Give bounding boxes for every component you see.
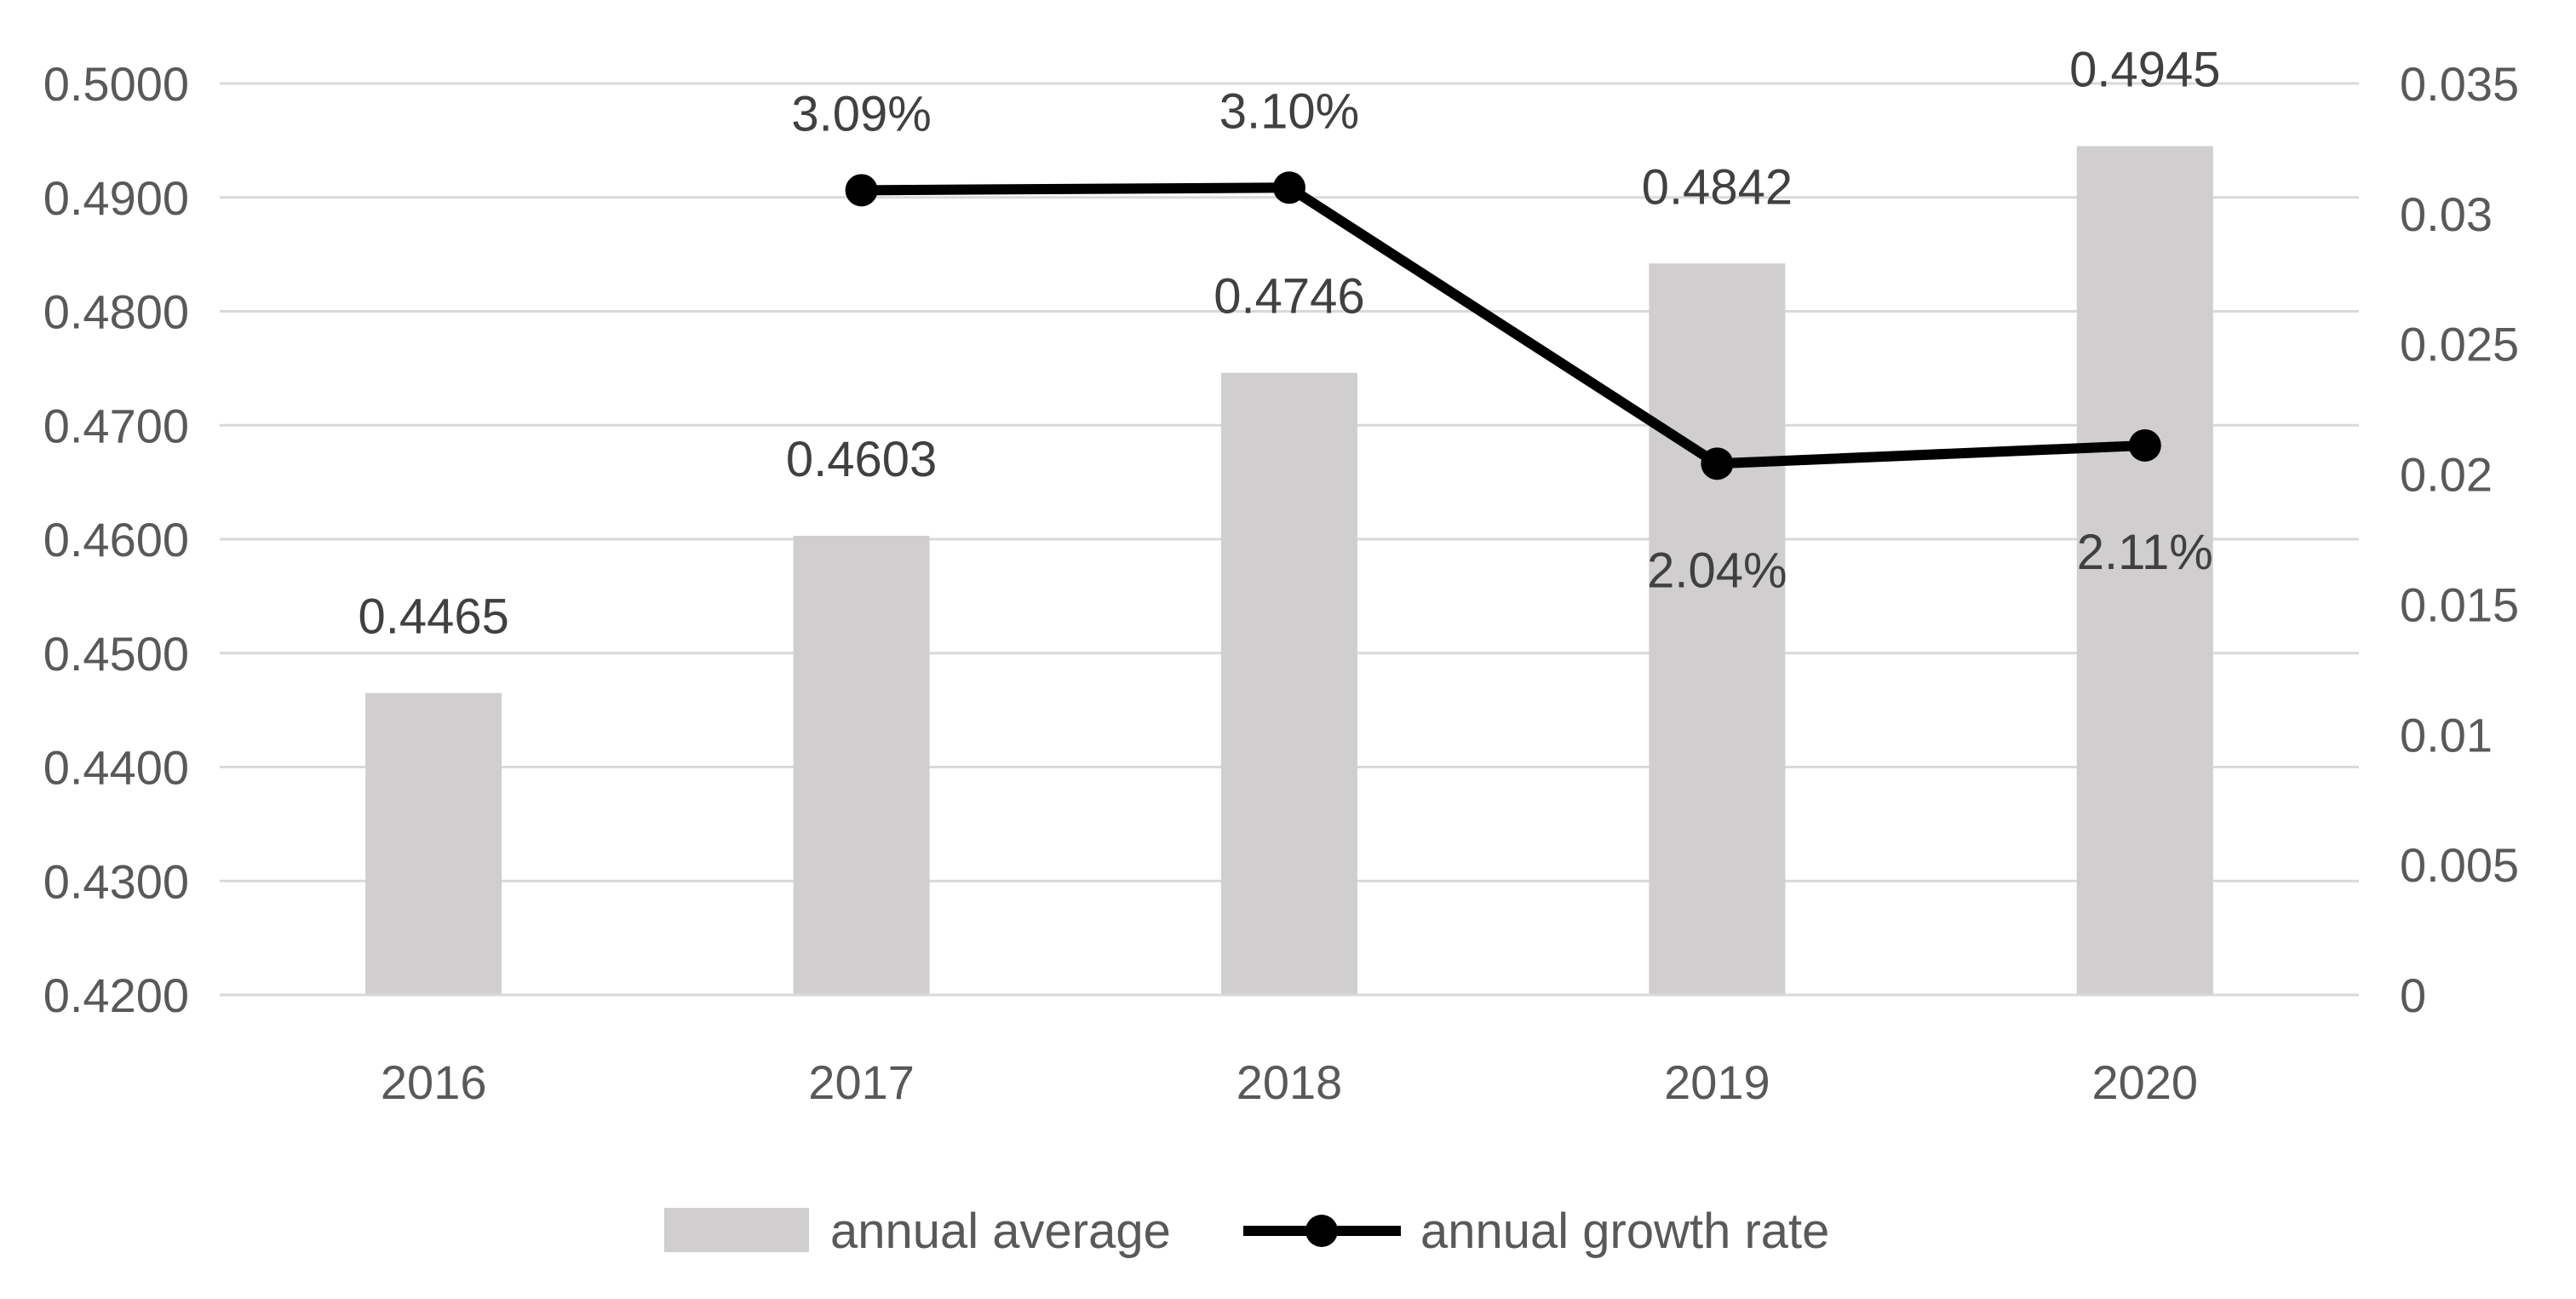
right-tick-label: 0.005 — [2400, 838, 2519, 892]
bar-value-label: 0.4842 — [1642, 159, 1793, 215]
left-tick-label: 0.4800 — [43, 285, 189, 339]
x-tick-label: 2016 — [381, 1055, 487, 1109]
bar-value-label: 0.4603 — [786, 432, 937, 487]
bar — [793, 535, 930, 995]
bar-value-label: 0.4945 — [2069, 43, 2220, 98]
growth-rate-label: 3.10% — [1219, 83, 1359, 139]
bar — [2076, 146, 2213, 995]
right-tick-label: 0.03 — [2400, 187, 2493, 241]
left-tick-label: 0.4500 — [43, 627, 189, 681]
x-tick-label: 2018 — [1236, 1055, 1343, 1109]
legend-bar-swatch — [664, 1208, 809, 1252]
right-tick-label: 0 — [2400, 969, 2426, 1022]
left-axis-ticks: 0.4200 0.4300 0.4400 0.4500 0.4600 0.4700 0.48… — [43, 57, 189, 1022]
growth-rate-label: 3.09% — [791, 86, 931, 141]
line-series — [845, 171, 2161, 480]
left-tick-label: 0.4300 — [43, 854, 189, 908]
bar — [1649, 263, 1786, 995]
growth-rate-marker — [1273, 171, 1305, 204]
right-axis-ticks: 0 0.005 0.01 0.015 0.02 0.025 0.03 0.035 — [2400, 57, 2519, 1022]
left-tick-label: 0.4700 — [43, 399, 189, 452]
x-tick-label: 2019 — [1664, 1055, 1770, 1109]
growth-rate-label: 2.11% — [2077, 525, 2213, 580]
x-tick-label: 2020 — [2092, 1055, 2199, 1109]
bar-value-label: 0.4746 — [1213, 269, 1364, 325]
bar-value-label: 0.4465 — [358, 589, 508, 645]
legend: annual average annual growth rate — [664, 1204, 1829, 1259]
line-data-labels: 3.09% 3.10% 2.04% 2.11% — [791, 83, 2213, 598]
left-tick-label: 0.4200 — [43, 969, 189, 1022]
growth-rate-marker — [1701, 447, 1734, 480]
legend-line-label: annual growth rate — [1420, 1204, 1829, 1259]
right-tick-label: 0.01 — [2400, 708, 2493, 762]
bar-series — [365, 146, 2213, 996]
left-tick-label: 0.4900 — [43, 171, 189, 225]
x-tick-label: 2017 — [808, 1055, 915, 1109]
bar-data-labels: 0.4465 0.4603 0.4746 0.4842 0.4945 — [358, 43, 2220, 645]
growth-rate-line — [861, 182, 2146, 469]
growth-rate-label: 2.04% — [1647, 543, 1787, 598]
growth-rate-marker — [845, 174, 878, 207]
legend-bar-label: annual average — [830, 1204, 1171, 1259]
right-tick-label: 0.02 — [2400, 448, 2493, 502]
bar — [365, 693, 502, 995]
legend-line-marker — [1305, 1215, 1338, 1247]
left-tick-label: 0.4600 — [43, 513, 189, 566]
left-tick-label: 0.5000 — [43, 57, 189, 111]
growth-rate-marker — [2128, 428, 2161, 462]
right-tick-label: 0.035 — [2400, 57, 2519, 111]
x-axis-ticks: 2016 2017 2018 2019 2020 — [381, 1055, 2198, 1109]
bar — [1221, 372, 1357, 996]
left-tick-label: 0.4400 — [43, 741, 189, 795]
right-tick-label: 0.015 — [2400, 578, 2519, 631]
right-tick-label: 0.025 — [2400, 318, 2519, 371]
